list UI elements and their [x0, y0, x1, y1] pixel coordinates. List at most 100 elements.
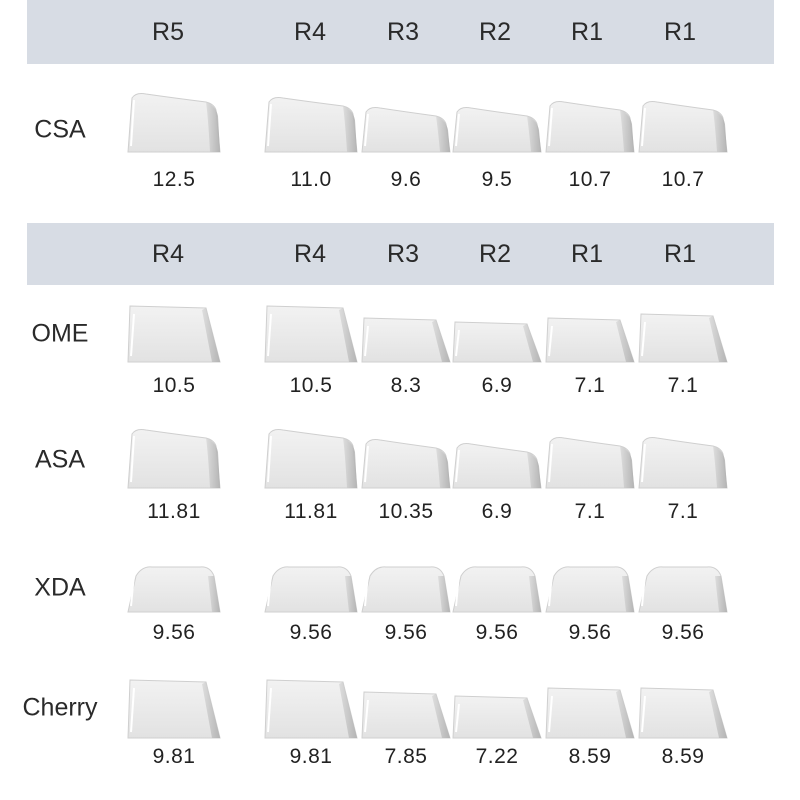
keycap-height-value: 9.56 [475, 621, 519, 644]
keycap-height-value: 10.7 [661, 168, 705, 191]
keycap-highlight [548, 695, 553, 733]
row-header-label: R4 [294, 240, 326, 268]
keycap-highlight [641, 443, 646, 483]
keycap-shape [127, 566, 221, 613]
row-header-label: R1 [664, 18, 696, 46]
header-band-top [27, 0, 774, 64]
keycap-highlight [130, 573, 135, 607]
keycap-side-shade [529, 576, 541, 612]
row-header-label: R4 [294, 18, 326, 46]
keycap-highlight [267, 435, 272, 483]
keycap-height-value: 9.81 [152, 745, 196, 768]
keycap-height-value: 7.1 [574, 374, 606, 397]
keycap-height-value: 10.35 [378, 500, 434, 523]
keycap-highlight [130, 435, 135, 483]
keycap-side-shade [436, 116, 450, 152]
keycap-height-value: 7.22 [475, 745, 519, 768]
keycap-height-value: 10.5 [289, 374, 333, 397]
keycap-highlight [130, 99, 135, 147]
profile-label-cherry: Cherry [22, 693, 98, 722]
keycap-side-shade [339, 682, 357, 738]
keycap-highlight [455, 449, 460, 483]
keycap-shape [545, 101, 635, 153]
row-header-label: R3 [387, 18, 419, 46]
keycap-height-value: 9.5 [481, 168, 513, 191]
keycap-highlight [267, 687, 272, 733]
keycap-highlight [455, 703, 460, 733]
keycap-shape [452, 107, 542, 153]
keycap-highlight [548, 325, 553, 357]
keycap-shape [127, 429, 221, 489]
profile-label-asa: ASA [34, 445, 86, 474]
keycap-side-shade [527, 452, 541, 488]
keycap-highlight [641, 321, 646, 357]
keycap-side-shade [206, 102, 220, 152]
keycap-shape [452, 566, 542, 613]
keycap-shape [264, 566, 358, 613]
keycap-height-value: 9.81 [289, 745, 333, 768]
row-header-label: R5 [152, 18, 184, 46]
keycap-side-shade [523, 324, 541, 362]
keycap-height-value: 11.0 [290, 168, 332, 191]
keycap-shape [638, 437, 728, 489]
keycap-side-shade [343, 106, 357, 152]
row-header-label: R2 [479, 18, 511, 46]
header-band-bottom [27, 223, 774, 285]
keycap-side-shade [345, 576, 357, 612]
keycap-side-shade [616, 320, 634, 362]
row-header-label: R1 [571, 18, 603, 46]
keycap-highlight [267, 313, 272, 357]
row-header-label: R1 [664, 240, 696, 268]
keycap-side-shade [343, 438, 357, 488]
keycap-highlight [548, 107, 553, 147]
keycap-side-shade [438, 576, 450, 612]
row-header-label: R1 [571, 240, 603, 268]
keycap-height-value: 9.56 [289, 621, 333, 644]
keycap-highlight [641, 107, 646, 147]
keycap-side-shade [432, 320, 450, 362]
keycap-height-value: 10.5 [152, 374, 196, 397]
keycap-shape [452, 443, 542, 489]
keycap-highlight [364, 445, 369, 483]
keycap-height-value: 9.56 [384, 621, 428, 644]
keycap-shape [264, 429, 358, 489]
keycap-highlight [455, 329, 460, 357]
profile-label-csa: CSA [34, 115, 86, 144]
keycap-side-shade [713, 110, 727, 152]
keycap-highlight [130, 313, 135, 357]
keycap-shape [545, 437, 635, 489]
keycap-height-value: 7.85 [384, 745, 428, 768]
keycap-highlight [364, 325, 369, 357]
keycap-side-shade [622, 576, 634, 612]
keycap-height-value: 11.81 [284, 500, 338, 523]
keycap-height-value: 12.5 [152, 168, 196, 191]
keycap-highlight [364, 573, 369, 607]
keycap-height-value: 9.56 [152, 621, 196, 644]
keycap-shape [361, 107, 451, 153]
keycap-height-value: 7.1 [667, 500, 699, 523]
keycap-side-shade [523, 698, 541, 738]
keycap-height-value: 8.59 [661, 745, 705, 768]
keycap-side-shade [208, 576, 220, 612]
keycap-height-value: 7.1 [667, 374, 699, 397]
profile-label-xda: XDA [34, 573, 86, 602]
keycap-height-value: 8.3 [390, 374, 422, 397]
keycap-height-value: 10.7 [568, 168, 612, 191]
keycap-shape [638, 101, 728, 153]
keycap-highlight [364, 699, 369, 733]
keycap-side-shade [715, 576, 727, 612]
profile-label-ome: OME [31, 319, 89, 348]
keycap-highlight [641, 573, 646, 607]
keycap-height-value: 9.6 [390, 168, 422, 191]
row-header-label: R4 [152, 240, 184, 268]
keycap-height-value: 6.9 [481, 500, 513, 523]
keycap-shape [264, 97, 358, 153]
keycap-height-value: 8.59 [568, 745, 612, 768]
keycap-highlight [267, 103, 272, 147]
keycap-highlight [641, 695, 646, 733]
keycap-highlight [548, 443, 553, 483]
keycap-highlight [130, 687, 135, 733]
keycap-side-shade [616, 690, 634, 738]
keycap-side-shade [202, 308, 220, 362]
